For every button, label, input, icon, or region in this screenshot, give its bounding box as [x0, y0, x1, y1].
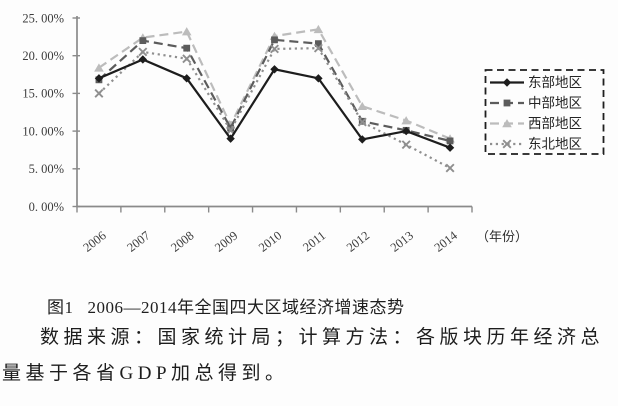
figure-title-text: 2006—2014年全国四大区域经济增速态势	[87, 298, 405, 317]
x-marker	[357, 117, 367, 127]
legend-label: 东部地区	[528, 75, 582, 90]
legend-item-east: 东部地区	[490, 75, 582, 90]
x-marker	[94, 88, 104, 98]
y-tick-label: 0. 00%	[29, 200, 64, 214]
x-tick-label: 2006	[80, 228, 108, 254]
legend-item-west: 西部地区	[490, 116, 582, 131]
x-marker	[313, 43, 323, 53]
x-tick-label: 2012	[344, 228, 372, 254]
x-tick-label: 2011	[300, 228, 328, 254]
diamond-marker	[401, 126, 411, 136]
square-marker	[446, 137, 454, 145]
legend-item-central: 中部地区	[490, 96, 582, 111]
series-central-line	[98, 38, 451, 142]
diamond-marker	[502, 78, 512, 87]
diamond-marker	[138, 55, 148, 64]
x-marker	[445, 163, 455, 173]
x-marker	[182, 54, 192, 64]
square-marker	[314, 40, 322, 48]
x-tick-label: 2007	[124, 228, 152, 254]
legend-item-northeast: 东北地区	[490, 137, 582, 152]
triangle-marker	[313, 24, 324, 34]
figure-label: 图1	[47, 298, 74, 317]
series-central	[95, 36, 454, 145]
x-tick-label: 2013	[388, 228, 416, 254]
x-tick-label: 2008	[168, 228, 196, 254]
y-tick-label: 5. 00%	[29, 162, 64, 176]
x-axis-unit-label: （年份）	[476, 229, 528, 244]
diamond-marker	[445, 143, 455, 152]
triangle-marker	[401, 116, 411, 125]
figure-source-note: 数据来源：国家统计局；计算方法：各版块历年经济总量基于各省GDP加总得到。	[2, 327, 605, 384]
diamond-marker	[314, 74, 323, 83]
legend-label: 东北地区	[528, 137, 582, 152]
series-northeast	[94, 43, 455, 173]
triangle-marker	[357, 101, 368, 111]
x-marker	[270, 44, 279, 54]
x-marker	[401, 140, 411, 150]
axis-lines	[76, 16, 472, 208]
legend-border	[484, 69, 605, 155]
y-tick-label: 15. 00%	[22, 87, 64, 101]
diamond-marker	[226, 134, 235, 143]
legend-label: 中部地区	[528, 96, 582, 111]
legend-label: 西部地区	[528, 116, 582, 131]
square-marker	[503, 99, 511, 107]
figure-title: 图1 2006—2014年全国四大区域经济增速态势	[47, 293, 405, 318]
x-marker	[502, 139, 512, 149]
x-marker	[138, 47, 148, 57]
triangle-marker	[181, 27, 192, 36]
square-marker	[183, 44, 191, 52]
y-tick-label: 10. 00%	[22, 124, 64, 138]
series-west-line	[98, 28, 451, 140]
square-marker	[139, 37, 147, 45]
diamond-marker	[358, 135, 367, 144]
diamond-marker	[94, 74, 104, 83]
x-tick-label: 2014	[432, 228, 461, 255]
diamond-marker	[182, 74, 191, 83]
triangle-marker	[502, 119, 512, 128]
diamond-marker	[270, 65, 279, 74]
triangle-marker	[94, 63, 104, 72]
series-east	[94, 55, 455, 152]
x-tick-label: 2009	[212, 228, 240, 254]
square-marker	[227, 124, 235, 132]
y-tick-label: 25. 00%	[22, 11, 64, 25]
y-tick-label: 20. 00%	[22, 49, 64, 63]
x-tick-label: 2010	[256, 228, 284, 254]
regional-growth-line-chart: 0. 00% 5. 00% 10. 00% 15. 00% 20. 00% 25. 00%…	[22, 11, 605, 255]
square-marker	[271, 36, 278, 44]
